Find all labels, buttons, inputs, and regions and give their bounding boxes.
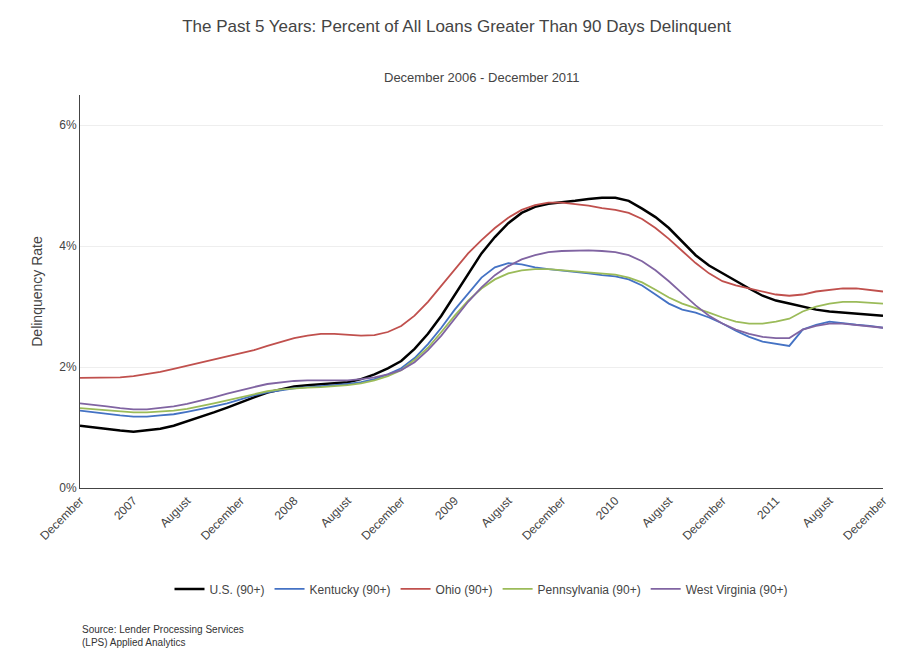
svg-text:Delinquency Rate: Delinquency Rate xyxy=(29,236,45,347)
svg-text:December: December xyxy=(680,494,729,543)
svg-text:2009: 2009 xyxy=(432,494,461,523)
svg-text:Pennsylvania (90+): Pennsylvania (90+) xyxy=(538,583,641,597)
svg-text:Source: Lender Processing Serv: Source: Lender Processing Services(LPS) … xyxy=(82,624,244,648)
svg-text:2008: 2008 xyxy=(272,494,301,523)
svg-text:0%: 0% xyxy=(59,481,77,495)
svg-text:Kentucky (90+): Kentucky (90+) xyxy=(310,583,391,597)
svg-text:2%: 2% xyxy=(59,360,77,374)
svg-text:2007: 2007 xyxy=(111,494,140,523)
svg-text:December: December xyxy=(198,494,247,543)
svg-text:2010: 2010 xyxy=(593,494,622,523)
svg-text:West Virginia (90+): West Virginia (90+) xyxy=(686,583,788,597)
svg-text:August: August xyxy=(639,493,676,530)
svg-text:August: August xyxy=(478,493,515,530)
svg-text:2011: 2011 xyxy=(754,494,782,522)
svg-text:December 2006 - December 2011: December 2006 - December 2011 xyxy=(384,70,580,85)
svg-text:U.S. (90+): U.S. (90+) xyxy=(210,583,265,597)
svg-text:August: August xyxy=(800,493,837,530)
svg-text:August: August xyxy=(157,493,194,530)
svg-text:December: December xyxy=(519,494,568,543)
svg-text:August: August xyxy=(318,493,355,530)
svg-text:December: December xyxy=(37,494,86,543)
svg-text:December: December xyxy=(359,494,408,543)
svg-text:Ohio (90+): Ohio (90+) xyxy=(436,583,493,597)
svg-text:The Past 5 Years: Percent of A: The Past 5 Years: Percent of All Loans G… xyxy=(182,17,731,36)
svg-text:6%: 6% xyxy=(59,118,77,132)
svg-text:4%: 4% xyxy=(59,239,77,253)
svg-text:December: December xyxy=(840,494,889,543)
